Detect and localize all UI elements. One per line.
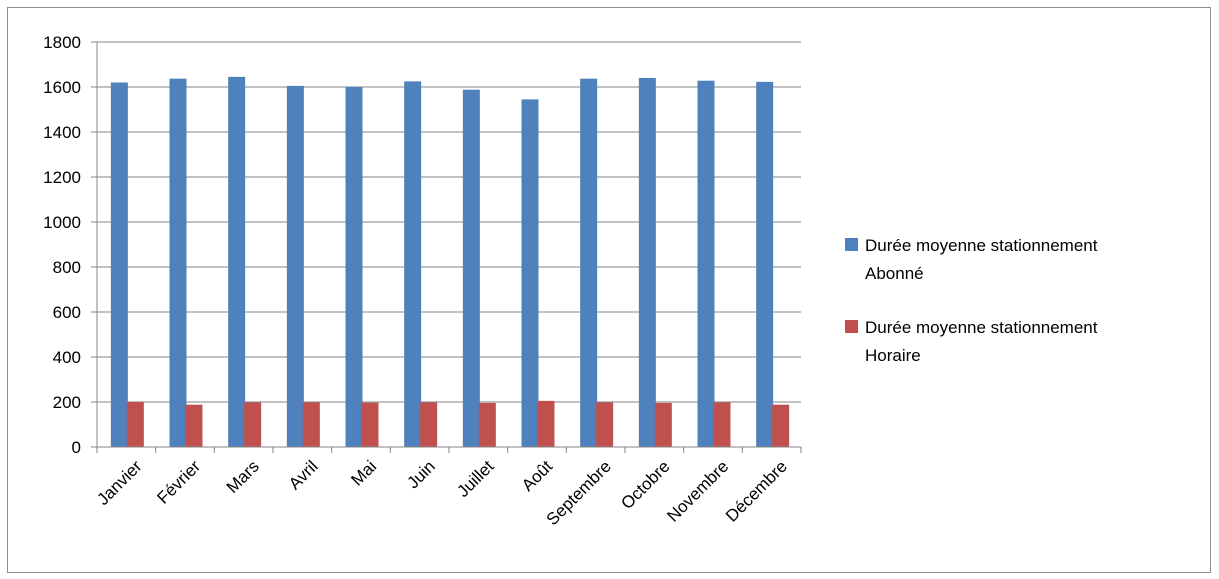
bar <box>713 402 731 447</box>
y-tick-label: 1000 <box>43 213 81 232</box>
y-tick-label: 400 <box>53 348 81 367</box>
y-tick-label: 1800 <box>43 33 81 52</box>
x-tick-label: Juin <box>403 457 438 492</box>
bar <box>345 87 363 447</box>
legend-label: Durée moyenne stationnement <box>865 236 1098 255</box>
y-axis-tick-labels: 0 200 400 600 800 1000 1200 1400 1600 1800 <box>43 33 81 457</box>
x-tick-label: Avril <box>285 457 322 494</box>
y-tick-label: 800 <box>53 258 81 277</box>
bar <box>286 85 304 447</box>
bar <box>185 404 203 447</box>
bar <box>596 402 614 447</box>
x-axis-tick-labels: Janvier Février Mars Avril Mai Juin Juillet Aoû… <box>93 457 791 529</box>
legend-label: Durée moyenne stationnement <box>865 318 1098 337</box>
legend-label: Horaire <box>865 346 921 365</box>
legend: Durée moyenne stationnement Abonné Durée m… <box>845 236 1098 365</box>
bar <box>580 78 598 448</box>
bar <box>756 81 774 447</box>
x-tick-label: Novembre <box>663 457 732 526</box>
bar <box>110 82 128 447</box>
y-tick-label: 600 <box>53 303 81 322</box>
bar <box>521 99 539 447</box>
bar <box>537 400 555 447</box>
bar <box>772 404 790 447</box>
x-tick-label: Février <box>153 457 204 508</box>
axes <box>91 41 802 453</box>
bar <box>244 402 262 447</box>
bar <box>361 402 379 447</box>
legend-swatch <box>845 238 858 251</box>
y-tick-label: 1600 <box>43 78 81 97</box>
x-tick-label: Décembre <box>722 457 791 526</box>
bar <box>462 89 480 447</box>
gridlines <box>97 41 801 403</box>
x-tick-label: Août <box>518 457 556 495</box>
x-tick-label: Octobre <box>617 457 673 513</box>
bar <box>654 402 672 447</box>
bar <box>404 81 422 447</box>
bar <box>420 402 438 447</box>
x-tick-label: Mars <box>223 457 263 497</box>
bar <box>126 402 144 447</box>
bar <box>638 78 656 447</box>
x-tick-label: Mai <box>347 457 380 490</box>
y-tick-label: 200 <box>53 393 81 412</box>
bar <box>478 402 496 447</box>
x-tick-label: Janvier <box>93 457 145 509</box>
y-tick-label: 0 <box>72 438 81 457</box>
legend-swatch <box>845 320 858 333</box>
y-tick-label: 1400 <box>43 123 81 142</box>
bar <box>169 78 187 448</box>
bars <box>110 76 790 448</box>
bar <box>697 80 715 447</box>
y-tick-label: 1200 <box>43 168 81 187</box>
bar <box>302 402 320 447</box>
bar <box>228 76 246 447</box>
legend-label: Abonné <box>865 264 924 283</box>
chart-frame <box>7 7 1211 573</box>
x-tick-label: Juillet <box>453 457 497 501</box>
